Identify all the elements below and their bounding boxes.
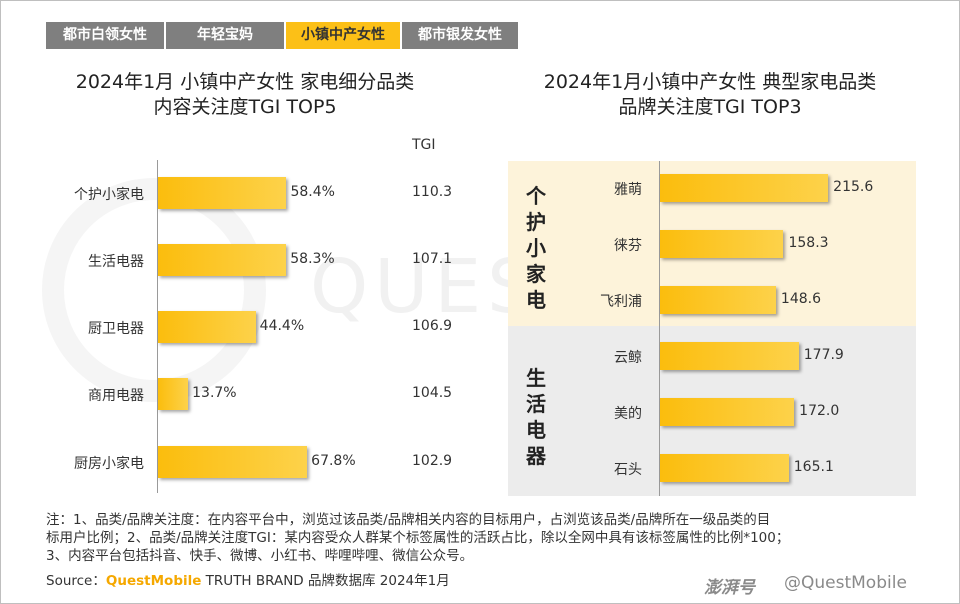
left-chart-title: 2024年1月 小镇中产女性 家电细分品类 内容关注度TGI TOP5 [40,70,450,120]
tgi-column-header: TGI [412,137,436,153]
tab-urban-white-collar[interactable]: 都市白领女性 [46,22,164,49]
left-chart-axis [157,160,158,493]
left-tgi-value: 104.5 [412,385,453,401]
brand-label: 徕芬 [614,238,642,254]
left-category-label: 商用电器 [88,388,144,404]
brand-bar-value-label: 158.3 [788,235,829,251]
brand-bar-value-label: 215.6 [833,179,874,195]
left-chart-title-line1: 2024年1月 小镇中产女性 家电细分品类 [75,71,415,93]
watermark-circle [42,178,266,402]
source-suffix: TRUTH BRAND 品牌数据库 2024年1月 [201,573,450,589]
brand-bar-value-label: 172.0 [799,403,840,419]
footnotes: 注：1、品类/品牌关注度：在内容平台中，浏览过该品类/品牌相关内容的目标用户，占… [46,511,916,565]
left-tgi-value: 110.3 [412,184,453,200]
brand-label: 美的 [614,406,642,422]
footnote-line1: 注：1、品类/品牌关注度：在内容平台中，浏览过该品类/品牌相关内容的目标用户，占… [46,512,771,528]
left-category-label: 生活电器 [88,254,144,270]
right-chart-axis [659,161,660,496]
footnote-line2: 标用户比例；2、品类/品牌关注度TGI：某内容受众人群某个标签属性的活跃占比，除… [46,530,790,546]
left-category-label: 厨卫电器 [88,321,144,337]
brand-bar-value-label: 165.1 [793,459,834,475]
brand-bar-value-label: 177.9 [803,347,844,363]
left-category-label: 厨房小家电 [74,456,144,472]
tab-urban-silver-women[interactable]: 都市银发女性 [402,22,518,49]
segment-tabs: 都市白领女性 年轻宝妈 小镇中产女性 都市银发女性 [46,22,520,49]
brand-bar [660,286,776,314]
source-line: Source：QuestMobile TRUTH BRAND 品牌数据库 202… [46,569,450,589]
left-bar-value-label: 44.4% [259,318,305,334]
brand-label: 云鲸 [614,350,642,366]
brand-label: 飞利浦 [600,294,642,310]
brand-group-label: 生活电器 [526,366,546,468]
source-prefix: Source： [46,573,106,589]
brand-bar [660,454,789,482]
left-bar-value-label: 58.3% [290,251,335,267]
footer-handle: @QuestMobile [784,573,907,593]
brand-bar [660,174,829,202]
left-bar-value-label: 13.7% [192,385,237,401]
brand-label: 雅萌 [614,182,642,198]
right-chart-title-line1: 2024年1月小镇中产女性 典型家电品类 [543,71,877,93]
right-chart-title-line2: 品牌关注度TGI TOP3 [618,96,802,118]
brand-bar [660,230,784,258]
left-bar-value-label: 67.8% [311,453,356,469]
tab-small-town-middle-class[interactable]: 小镇中产女性 [286,22,400,49]
left-tgi-value: 102.9 [412,453,453,469]
right-chart-title: 2024年1月小镇中产女性 典型家电品类 品牌关注度TGI TOP3 [495,70,925,120]
brand-bar [660,398,795,426]
left-bar [158,177,287,209]
source-brand: QuestMobile [105,573,202,589]
left-chart-title-line2: 内容关注度TGI TOP5 [153,96,337,118]
left-bar [158,311,256,343]
left-bar [158,244,287,276]
brand-bar [660,342,799,370]
left-bar [158,378,189,410]
left-tgi-value: 107.1 [412,251,453,267]
tab-young-moms[interactable]: 年轻宝妈 [166,22,284,49]
footnote-line3: 3、内容平台包括抖音、快手、微博、小红书、哔哩哔哩、微信公众号。 [46,548,474,564]
brand-group-label: 个护小家电 [526,184,546,312]
brand-bar-value-label: 148.6 [780,291,821,307]
left-bar-value-label: 58.4% [290,184,335,200]
footer-logo: 澎湃号 [704,578,755,598]
left-tgi-value: 106.9 [412,318,453,334]
brand-label: 石头 [614,462,642,478]
left-category-label: 个护小家电 [74,187,144,203]
left-bar [158,446,308,478]
